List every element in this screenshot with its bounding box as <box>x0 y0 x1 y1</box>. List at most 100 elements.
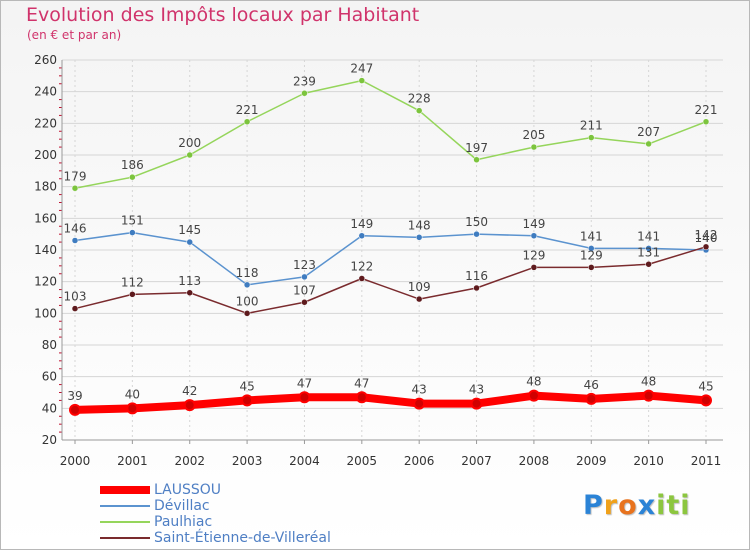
data-label-laussou: 46 <box>584 378 599 392</box>
legend-swatch <box>100 537 150 539</box>
legend-swatch <box>100 505 150 507</box>
y-tick-label: 160 <box>34 211 57 225</box>
data-label-laussou: 43 <box>469 383 484 397</box>
data-label-saint-etienne-de-villereal: 100 <box>236 294 259 308</box>
x-tick-label: 2002 <box>174 454 205 468</box>
legend-item-devillac: Dévillac <box>100 498 420 514</box>
data-point-saint-etienne-de-villereal <box>588 264 595 271</box>
data-label-paulhiac: 221 <box>236 103 259 117</box>
data-label-devillac: 148 <box>408 218 431 232</box>
legend-item-saint-etienne-de-villereal: Saint-Étienne-de-Villeréal <box>100 530 420 546</box>
series-line-laussou <box>71 391 710 414</box>
logo-letter: i <box>680 490 691 521</box>
logo-letter: i <box>656 490 667 521</box>
data-label-laussou: 42 <box>182 384 197 398</box>
data-point-saint-etienne-de-villereal <box>243 310 251 317</box>
data-label-paulhiac: 247 <box>350 62 373 76</box>
data-label-paulhiac: 179 <box>64 169 87 183</box>
data-label-paulhiac: 207 <box>637 125 660 139</box>
data-label-devillac: 149 <box>350 217 373 231</box>
data-point-paulhiac <box>530 143 538 151</box>
legend-swatch <box>100 521 150 523</box>
data-point-laussou <box>355 391 368 404</box>
data-label-paulhiac: 221 <box>695 103 718 117</box>
data-point-devillac <box>473 230 480 238</box>
data-point-devillac <box>71 237 79 244</box>
data-label-saint-etienne-de-villereal: 103 <box>64 290 87 304</box>
logo-letter: r <box>603 490 619 521</box>
data-label-saint-etienne-de-villereal: 107 <box>293 283 316 297</box>
logo-letter: t <box>666 490 681 521</box>
legend-label: Paulhiac <box>154 514 213 530</box>
y-tick-label: 80 <box>42 338 57 352</box>
data-point-laussou <box>585 392 598 405</box>
y-tick-label: 120 <box>34 275 57 289</box>
legend-item-laussou: LAUSSOU <box>100 482 420 498</box>
data-label-saint-etienne-de-villereal: 122 <box>350 260 373 274</box>
chart-title: Evolution des Impôts locaux par Habitant <box>26 4 420 26</box>
data-point-devillac <box>415 234 423 241</box>
data-label-saint-etienne-de-villereal: 113 <box>178 274 201 288</box>
x-tick-label: 2007 <box>461 454 492 468</box>
data-point-paulhiac <box>243 118 251 125</box>
data-point-paulhiac <box>588 134 595 141</box>
series-line-devillac <box>74 231 707 286</box>
data-point-devillac <box>243 281 251 289</box>
data-label-paulhiac: 186 <box>121 158 144 172</box>
data-label-paulhiac: 200 <box>178 136 201 150</box>
y-tick-label: 180 <box>34 180 57 194</box>
data-point-laussou <box>470 397 483 410</box>
data-point-laussou <box>241 394 254 407</box>
data-label-saint-etienne-de-villereal: 129 <box>580 248 603 262</box>
data-label-devillac: 151 <box>121 214 144 228</box>
data-point-laussou <box>642 389 655 402</box>
data-point-saint-etienne-de-villereal <box>645 261 652 268</box>
x-tick-label: 2011 <box>691 454 722 468</box>
data-label-paulhiac: 239 <box>293 74 316 88</box>
x-tick-label: 2000 <box>60 454 91 468</box>
data-label-devillac: 145 <box>178 223 201 237</box>
data-point-laussou <box>527 389 540 402</box>
data-point-laussou <box>413 397 426 410</box>
data-label-devillac: 141 <box>637 229 660 243</box>
data-label-paulhiac: 211 <box>580 119 603 133</box>
data-point-devillac <box>301 273 308 281</box>
data-point-paulhiac <box>702 118 710 125</box>
data-point-paulhiac <box>301 90 308 97</box>
x-tick-label: 2009 <box>576 454 607 468</box>
data-label-devillac: 149 <box>522 217 545 231</box>
data-point-devillac <box>129 229 136 236</box>
data-point-devillac <box>588 245 595 252</box>
logo-letter: o <box>618 490 638 521</box>
y-tick-label: 260 <box>34 53 57 67</box>
data-point-devillac <box>358 232 366 239</box>
data-label-paulhiac: 197 <box>465 141 488 155</box>
data-point-paulhiac <box>71 185 79 192</box>
data-label-saint-etienne-de-villereal: 116 <box>465 269 488 283</box>
data-point-saint-etienne-de-villereal <box>530 264 538 271</box>
data-point-laussou <box>183 399 196 412</box>
logo-letter: x <box>637 490 657 521</box>
data-label-saint-etienne-de-villereal: 131 <box>637 245 660 259</box>
data-label-devillac: 141 <box>580 229 603 243</box>
data-point-saint-etienne-de-villereal <box>415 295 423 303</box>
data-point-devillac <box>530 232 538 239</box>
y-tick-label: 200 <box>34 148 57 162</box>
legend-swatch <box>100 486 150 494</box>
y-tick-label: 140 <box>34 243 57 257</box>
data-point-paulhiac <box>129 173 136 181</box>
data-label-devillac: 140 <box>695 231 718 245</box>
x-tick-label: 2001 <box>117 454 148 468</box>
legend-item-paulhiac: Paulhiac <box>100 514 420 530</box>
data-label-saint-etienne-de-villereal: 109 <box>408 280 431 294</box>
data-point-paulhiac <box>645 140 652 148</box>
legend: LAUSSOU Dévillac Paulhiac Saint-Étienne-de-… <box>100 482 420 546</box>
data-label-laussou: 45 <box>239 379 254 393</box>
x-tick-label: 2008 <box>519 454 550 468</box>
y-tick-label: 40 <box>42 401 57 415</box>
data-point-laussou <box>126 402 139 415</box>
data-label-devillac: 123 <box>293 258 316 272</box>
data-point-laussou <box>69 403 81 416</box>
data-point-saint-etienne-de-villereal <box>71 305 79 312</box>
